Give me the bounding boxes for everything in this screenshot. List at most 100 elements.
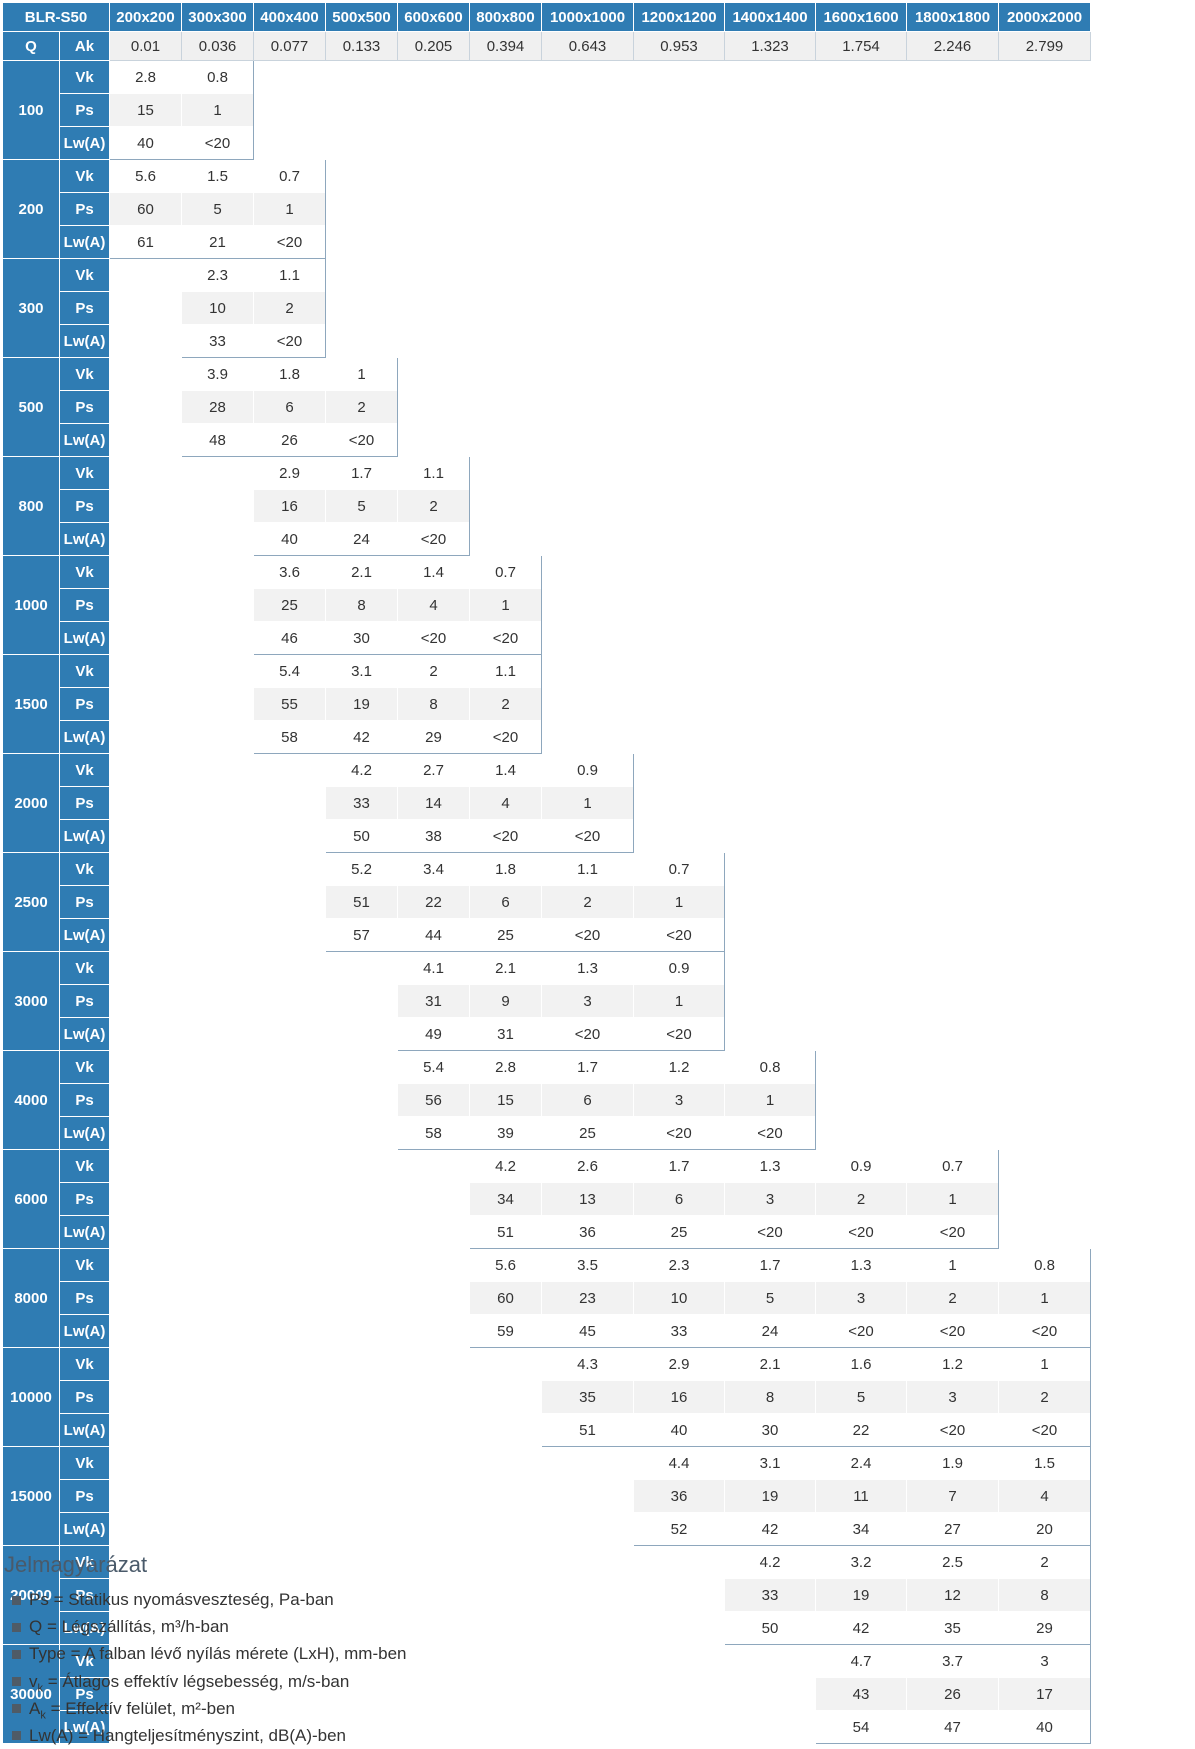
empty-cell [999, 259, 1091, 292]
empty-cell [634, 94, 725, 127]
empty-cell [999, 1183, 1091, 1216]
row-label: Vk [59, 1446, 110, 1480]
empty-cell [542, 391, 634, 424]
empty-cell [182, 589, 254, 622]
q-value: 300 [2, 258, 60, 358]
empty-cell [182, 721, 254, 754]
empty-cell [725, 952, 816, 985]
empty-cell [816, 94, 907, 127]
empty-cell [254, 1414, 326, 1447]
value-cell: 1.2 [633, 1050, 725, 1084]
empty-cell [816, 1018, 907, 1051]
value-cell: 1.2 [906, 1347, 999, 1381]
empty-cell [254, 1447, 326, 1480]
empty-cell [182, 1084, 254, 1117]
data-row: 300 Vk 2.3 1.1 [2, 258, 1091, 358]
row-label: Vk [59, 357, 110, 391]
empty-cell [182, 1480, 254, 1513]
empty-cell [254, 985, 326, 1018]
empty-cell [542, 1678, 634, 1711]
bullet [12, 1704, 21, 1714]
data-row: Ps 15 1 [3, 93, 1091, 127]
empty-cell [254, 754, 326, 787]
value-cell: 49 [397, 1017, 470, 1051]
empty-cell [999, 886, 1091, 919]
legend-text: = Effektív felület, m²-ben [45, 1698, 235, 1718]
legend-item: Lw(A) = Hangteljesítményszint, dB(A)-ben [4, 1722, 406, 1749]
empty-cell [999, 919, 1091, 952]
empty-cell [398, 1249, 470, 1282]
empty-cell [398, 127, 470, 160]
value-cell: 29 [397, 720, 470, 754]
value-cell: 5.6 [469, 1248, 542, 1282]
empty-cell [398, 1216, 470, 1249]
value-cell: 58 [397, 1116, 470, 1150]
empty-cell [907, 985, 999, 1018]
value-cell: 38 [397, 819, 470, 853]
empty-cell [182, 457, 254, 490]
empty-cell [326, 226, 398, 259]
empty-cell [816, 853, 907, 886]
value-cell: 1 [633, 885, 725, 919]
value-cell: 1.4 [469, 753, 542, 787]
empty-cell [470, 1381, 542, 1414]
empty-cell [326, 1018, 398, 1051]
empty-cell [182, 820, 254, 853]
empty-cell [999, 358, 1091, 391]
row-label: Ps [59, 1677, 110, 1711]
empty-cell [398, 292, 470, 325]
empty-cell [254, 127, 326, 160]
empty-cell [634, 589, 725, 622]
value-cell: <20 [815, 1314, 907, 1348]
empty-cell [326, 1183, 398, 1216]
value-cell: 16 [253, 489, 326, 523]
value-cell: 2 [998, 1380, 1091, 1414]
legend-text: = Légszállítás, m³/h-ban [42, 1617, 229, 1637]
empty-cell [816, 523, 907, 556]
empty-cell [907, 655, 999, 688]
empty-cell [907, 886, 999, 919]
empty-cell [999, 853, 1091, 886]
row-label: Ps [59, 885, 110, 919]
value-cell: 2 [906, 1281, 999, 1315]
data-row: 2000 Vk 4.2 2.7 1.4 0.9 [2, 753, 1091, 853]
value-cell: 44 [397, 918, 470, 952]
value-cell: 2 [469, 687, 542, 721]
value-cell: 25 [253, 588, 326, 622]
value-cell: 3 [724, 1182, 816, 1216]
empty-cell [542, 1546, 634, 1579]
row-label: Vk [59, 1050, 110, 1084]
empty-cell [634, 721, 725, 754]
value-cell: 1 [906, 1248, 999, 1282]
ak-value: 0.394 [469, 31, 542, 61]
empty-cell [816, 886, 907, 919]
size-header: 500x500 [325, 2, 398, 32]
data-row: Lw(A) 51 40 30 22 <20 <20 [3, 1413, 1091, 1447]
value-cell: 0.8 [181, 60, 254, 94]
value-cell: 0.7 [906, 1149, 999, 1183]
value-cell: 1.8 [253, 357, 326, 391]
value-cell: 1.3 [541, 951, 634, 985]
empty-cell [182, 1513, 254, 1546]
empty-cell [634, 523, 725, 556]
empty-cell [542, 160, 634, 193]
value-cell: <20 [906, 1314, 999, 1348]
empty-cell [725, 94, 816, 127]
data-row: 10000 Vk 4.3 2.9 2.1 1.6 1.2 1 [2, 1347, 1091, 1447]
row-label: Ps [59, 1479, 110, 1513]
ak-value: 0.077 [253, 31, 326, 61]
row-label: Ps [59, 1380, 110, 1414]
empty-cell [110, 1249, 182, 1282]
value-cell: <20 [469, 720, 542, 754]
empty-cell [725, 226, 816, 259]
empty-cell [398, 259, 470, 292]
value-cell: 33 [325, 786, 398, 820]
empty-cell [999, 1117, 1091, 1150]
row-label: Vk [59, 1545, 110, 1579]
empty-cell [110, 787, 182, 820]
q-header: Q [2, 31, 60, 61]
empty-cell [542, 358, 634, 391]
legend-text: = A falban lévő nyílás mérete (LxH), mm-… [65, 1644, 407, 1664]
row-label: Lw(A) [59, 225, 110, 259]
row-label: Lw(A) [59, 423, 110, 457]
